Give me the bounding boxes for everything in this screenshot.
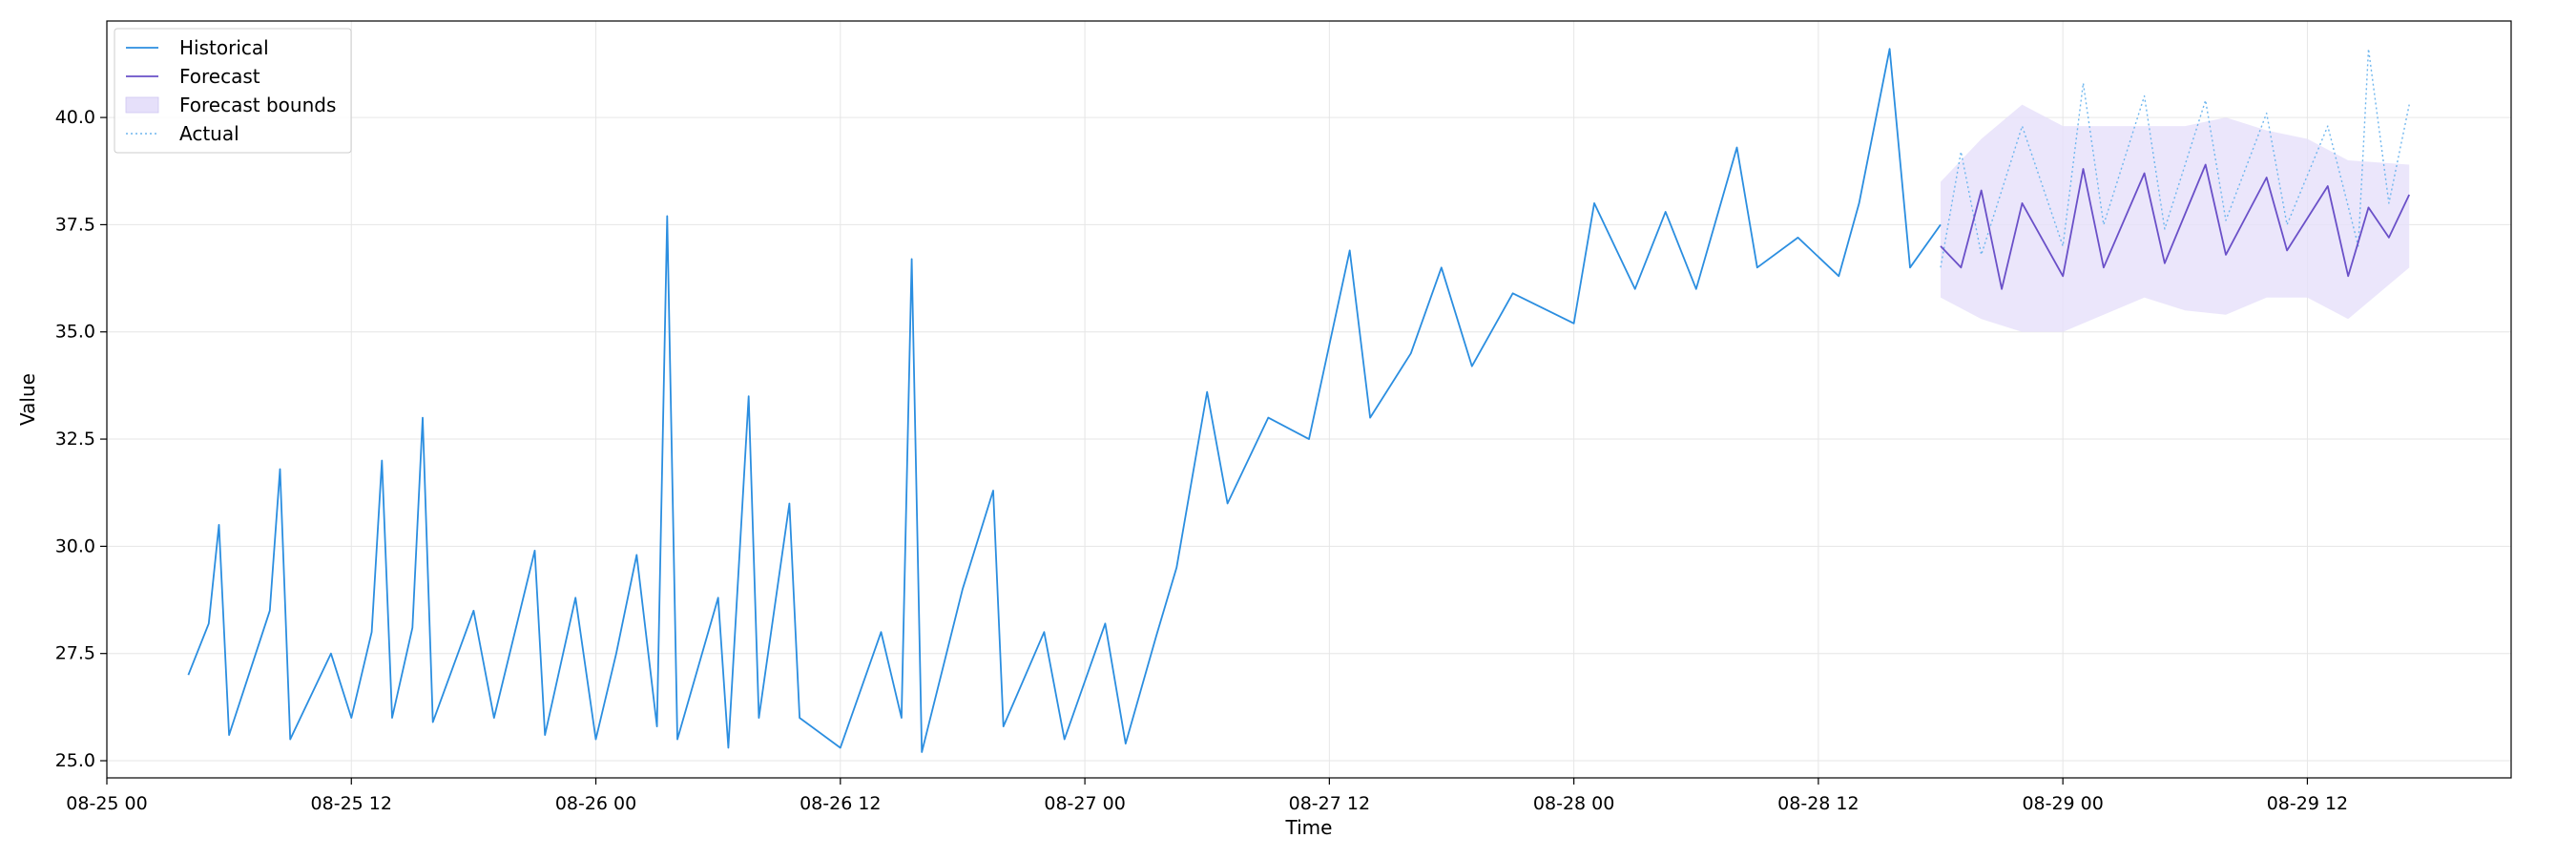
y-tick-label: 37.5	[55, 214, 95, 235]
x-tick-label: 08-25 00	[66, 793, 147, 814]
y-tick-label: 40.0	[55, 107, 95, 128]
x-tick-label: 08-29 12	[2267, 793, 2348, 814]
x-tick-label: 08-26 12	[800, 793, 881, 814]
forecast-series-line	[1940, 163, 2411, 290]
x-tick-label: 08-25 12	[311, 793, 392, 814]
actual-series-line	[1940, 48, 2410, 268]
y-tick-label: 32.5	[55, 429, 95, 450]
forecast-bounds-band	[1941, 104, 2410, 332]
y-tick-label: 25.0	[55, 750, 95, 771]
x-axis: 08-25 00 08-25 12 08-26 00 08-26 12 08-27 00…	[66, 778, 2348, 814]
y-tick-label: 27.5	[55, 643, 95, 664]
x-tick-label: 08-27 12	[1289, 793, 1370, 814]
historical-series-line	[187, 48, 1942, 753]
x-tick-label: 08-28 12	[1777, 793, 1859, 814]
legend: Historical Forecast Forecast bounds Actu…	[114, 28, 352, 154]
plot-area	[187, 48, 2411, 753]
x-axis-title: Time	[1285, 816, 1333, 839]
legend-forecast-label: Forecast	[179, 65, 260, 88]
x-tick-label: 08-29 00	[2022, 793, 2103, 814]
legend-historical-label: Historical	[179, 36, 269, 59]
y-axis-title: Value	[16, 373, 39, 426]
legend-bounds-swatch	[125, 96, 159, 114]
legend-box	[114, 28, 352, 154]
plot-frame	[106, 20, 2512, 779]
y-tick-label: 30.0	[55, 535, 95, 556]
x-tick-label: 08-28 00	[1533, 793, 1614, 814]
y-axis: 25.0 27.5 30.0 32.5 35.0 37.5 40.0	[55, 107, 107, 771]
x-tick-label: 08-27 00	[1044, 793, 1125, 814]
x-tick-label: 08-26 00	[555, 793, 636, 814]
legend-bounds-label: Forecast bounds	[179, 94, 336, 116]
y-tick-label: 35.0	[55, 322, 95, 343]
legend-actual-label: Actual	[179, 122, 239, 145]
